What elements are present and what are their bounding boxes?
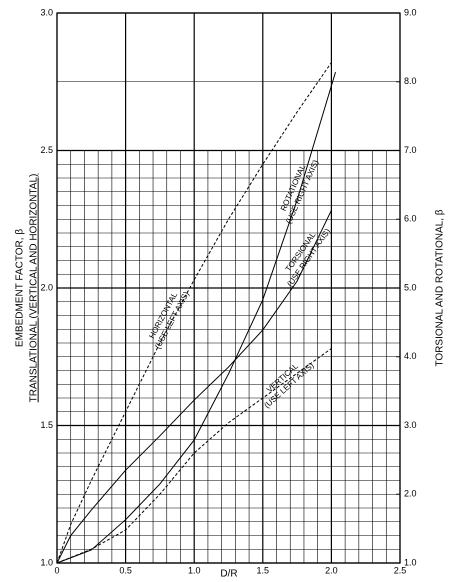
x-tick-label: 2.0 <box>325 565 338 575</box>
y-tick-label: 1.5 <box>40 420 53 430</box>
y2-tick-label: 9.0 <box>404 7 417 17</box>
x-tick-label: 2.5 <box>394 565 407 575</box>
y2-tick-label: 6.0 <box>404 214 417 224</box>
series-line <box>56 210 332 564</box>
y2-tick-label: 1.0 <box>404 557 417 567</box>
series-line <box>56 348 332 564</box>
y-tick-label: 3.0 <box>40 7 53 17</box>
y2-tick-label: 3.0 <box>404 420 417 430</box>
x-tick-label: 1.5 <box>257 565 270 575</box>
y2-axis-title: TORSIONAL AND ROTATIONAL, β <box>435 209 446 366</box>
y2-tick-label: 2.0 <box>404 489 417 499</box>
y2-tick-label: 4.0 <box>404 351 417 361</box>
y-tick-label: 2.0 <box>40 282 53 292</box>
series-line <box>56 62 332 564</box>
y-tick-label: 2.5 <box>40 145 53 155</box>
y-tick-label: 1.0 <box>40 557 53 567</box>
y-axis-subtitle: TRANSLATIONAL (VERTICAL AND HORIZONTAL) <box>29 174 40 403</box>
y2-tick-label: 5.0 <box>404 282 417 292</box>
x-axis-title: D/R <box>220 569 237 580</box>
x-tick-label: 0 <box>54 565 59 575</box>
y2-tick-label: 7.0 <box>404 145 417 155</box>
x-tick-label: 1.0 <box>188 565 201 575</box>
plot-frame <box>56 12 401 564</box>
y-axis-title: EMBEDMENT FACTOR, β <box>15 229 26 347</box>
x-tick-label: 0.5 <box>119 565 132 575</box>
y2-tick-label: 8.0 <box>404 76 417 86</box>
series-line <box>56 71 336 564</box>
